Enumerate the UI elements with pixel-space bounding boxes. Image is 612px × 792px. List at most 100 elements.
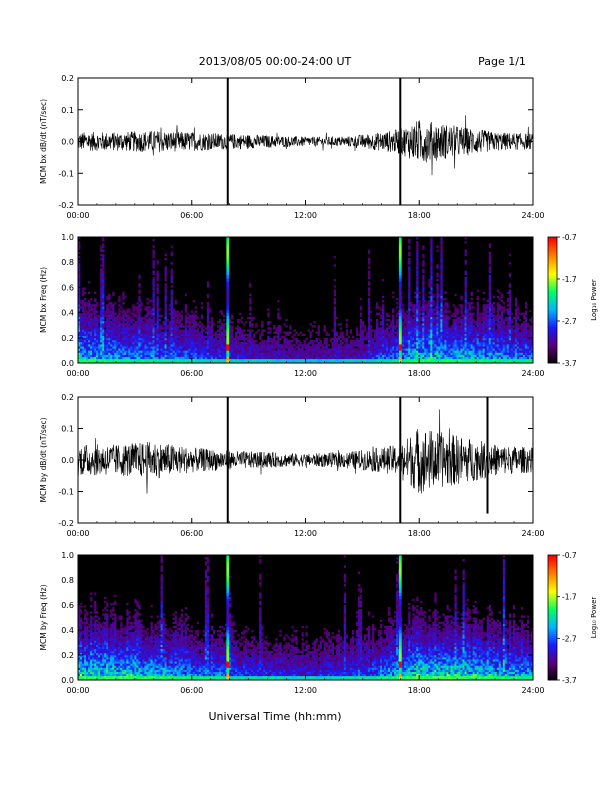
spectrogram-cell <box>86 333 89 336</box>
spectrogram-cell <box>194 348 198 351</box>
spectrogram-cell <box>176 358 179 362</box>
spectrogram-cell <box>142 327 145 330</box>
y-axis-label: MCM bx dB/dt (nT/sec) <box>39 99 48 184</box>
spectrogram-cell <box>422 270 425 273</box>
spectrogram-cell <box>392 318 395 322</box>
spectrogram-cell <box>130 358 133 362</box>
spectrogram-cell <box>430 360 433 364</box>
spectrogram-cell <box>412 329 415 332</box>
spectrogram-cell <box>486 346 489 349</box>
spectrogram-cell <box>174 312 177 315</box>
spectrogram-cell <box>160 356 163 360</box>
spectrogram-cell <box>446 331 449 334</box>
spectrogram-cell <box>488 302 492 305</box>
spectrogram-cell <box>192 331 196 334</box>
spectrogram-cell <box>464 356 467 360</box>
spectrogram-cell <box>392 314 395 318</box>
spectrogram-cell <box>424 329 427 332</box>
spectrogram-cell <box>466 333 469 336</box>
spectrogram-cell <box>200 356 204 360</box>
spectrogram-cell <box>100 283 103 286</box>
spectrogram-cell <box>504 350 508 353</box>
spectrogram-cell <box>416 316 419 320</box>
spectrogram-cell <box>325 354 328 357</box>
spectrogram-cell <box>78 279 81 282</box>
spectrogram-cell <box>474 335 477 339</box>
spectrogram-cell <box>80 344 83 347</box>
spectrogram-cell <box>275 354 278 357</box>
spectrogram-cell <box>440 293 443 297</box>
spectrogram-cell <box>440 306 443 309</box>
spectrogram-cell <box>249 354 252 357</box>
spectrogram-cell <box>84 339 87 343</box>
spectrogram-cell <box>249 348 252 351</box>
spectrogram-cell <box>138 358 141 362</box>
spectrogram-cell <box>162 346 165 349</box>
spectrogram-cell <box>412 354 415 357</box>
spectrogram-cell <box>476 327 479 330</box>
spectrogram-cell <box>146 310 149 313</box>
spectrogram-cell <box>357 358 361 362</box>
spectrogram-cell <box>241 337 244 341</box>
spectrogram-cell <box>406 335 409 339</box>
spectrogram-cell <box>120 323 123 326</box>
spectrogram-cell <box>444 321 447 324</box>
spectrogram-cell <box>126 342 129 345</box>
spectrogram-cell <box>448 352 451 355</box>
spectrogram-cell <box>502 350 506 353</box>
spectrogram-cell <box>476 348 479 351</box>
spectrogram-cell <box>132 333 135 336</box>
spectrogram-cell <box>488 297 492 301</box>
spectrogram-cell <box>152 285 155 288</box>
spectrogram-cell <box>102 350 105 353</box>
spectrogram-cell <box>118 335 121 339</box>
spectrogram-cell <box>222 337 226 341</box>
spectrogram-cell <box>464 329 467 332</box>
spectrogram-cell <box>430 342 433 345</box>
spectrogram-cell <box>90 356 93 360</box>
spectrogram-cell <box>124 295 127 299</box>
spectrogram-cell <box>140 304 143 307</box>
spectrogram-cell <box>134 327 137 330</box>
spectrogram-cell <box>132 327 135 330</box>
spectrogram-cell <box>355 344 359 347</box>
spectrogram-cell <box>367 350 371 353</box>
spectrogram-cell <box>106 346 109 349</box>
spectrogram-cell <box>436 316 439 320</box>
spectrogram-cell <box>82 354 85 357</box>
spectrogram-cell <box>456 321 459 324</box>
spectrogram-cell <box>214 335 218 339</box>
spectrogram-cell <box>476 304 479 307</box>
spectrogram-cell <box>343 356 347 360</box>
spectrogram-cell <box>436 291 439 294</box>
spectrogram-cell <box>386 354 389 357</box>
spectrogram-cell <box>502 306 506 309</box>
spectrogram-cell <box>168 350 171 353</box>
spectrogram-cell <box>172 335 175 339</box>
spectrogram-cell <box>96 321 99 324</box>
spectrogram-cell <box>343 337 347 341</box>
spectrogram-cell <box>170 293 173 297</box>
spectrogram-cell <box>412 356 415 360</box>
spectrogram-cell <box>249 329 252 332</box>
spectrogram-cell <box>384 331 387 334</box>
spectrogram-cell <box>341 346 345 349</box>
spectrogram-cell <box>78 300 81 303</box>
spectrogram-cell <box>92 304 95 307</box>
spectrogram-cell <box>442 331 445 334</box>
spectrogram-cell <box>249 316 252 320</box>
spectrogram-cell <box>412 337 415 341</box>
spectrogram-cell <box>170 308 173 311</box>
spectrogram-cell <box>164 348 167 351</box>
spectrogram-cell <box>126 321 129 324</box>
spectrogram-cell <box>114 318 117 322</box>
spectrogram-cell <box>100 321 103 324</box>
spectrogram-cell <box>452 360 455 364</box>
spectrogram-cell <box>112 306 115 309</box>
spectrogram-cell <box>307 358 310 362</box>
spectrogram-cell <box>386 329 389 332</box>
spectrogram-cell <box>382 279 385 282</box>
spectrogram-cell <box>412 327 415 330</box>
spectrogram-cell <box>86 323 89 326</box>
spectrogram-cell <box>392 329 395 332</box>
